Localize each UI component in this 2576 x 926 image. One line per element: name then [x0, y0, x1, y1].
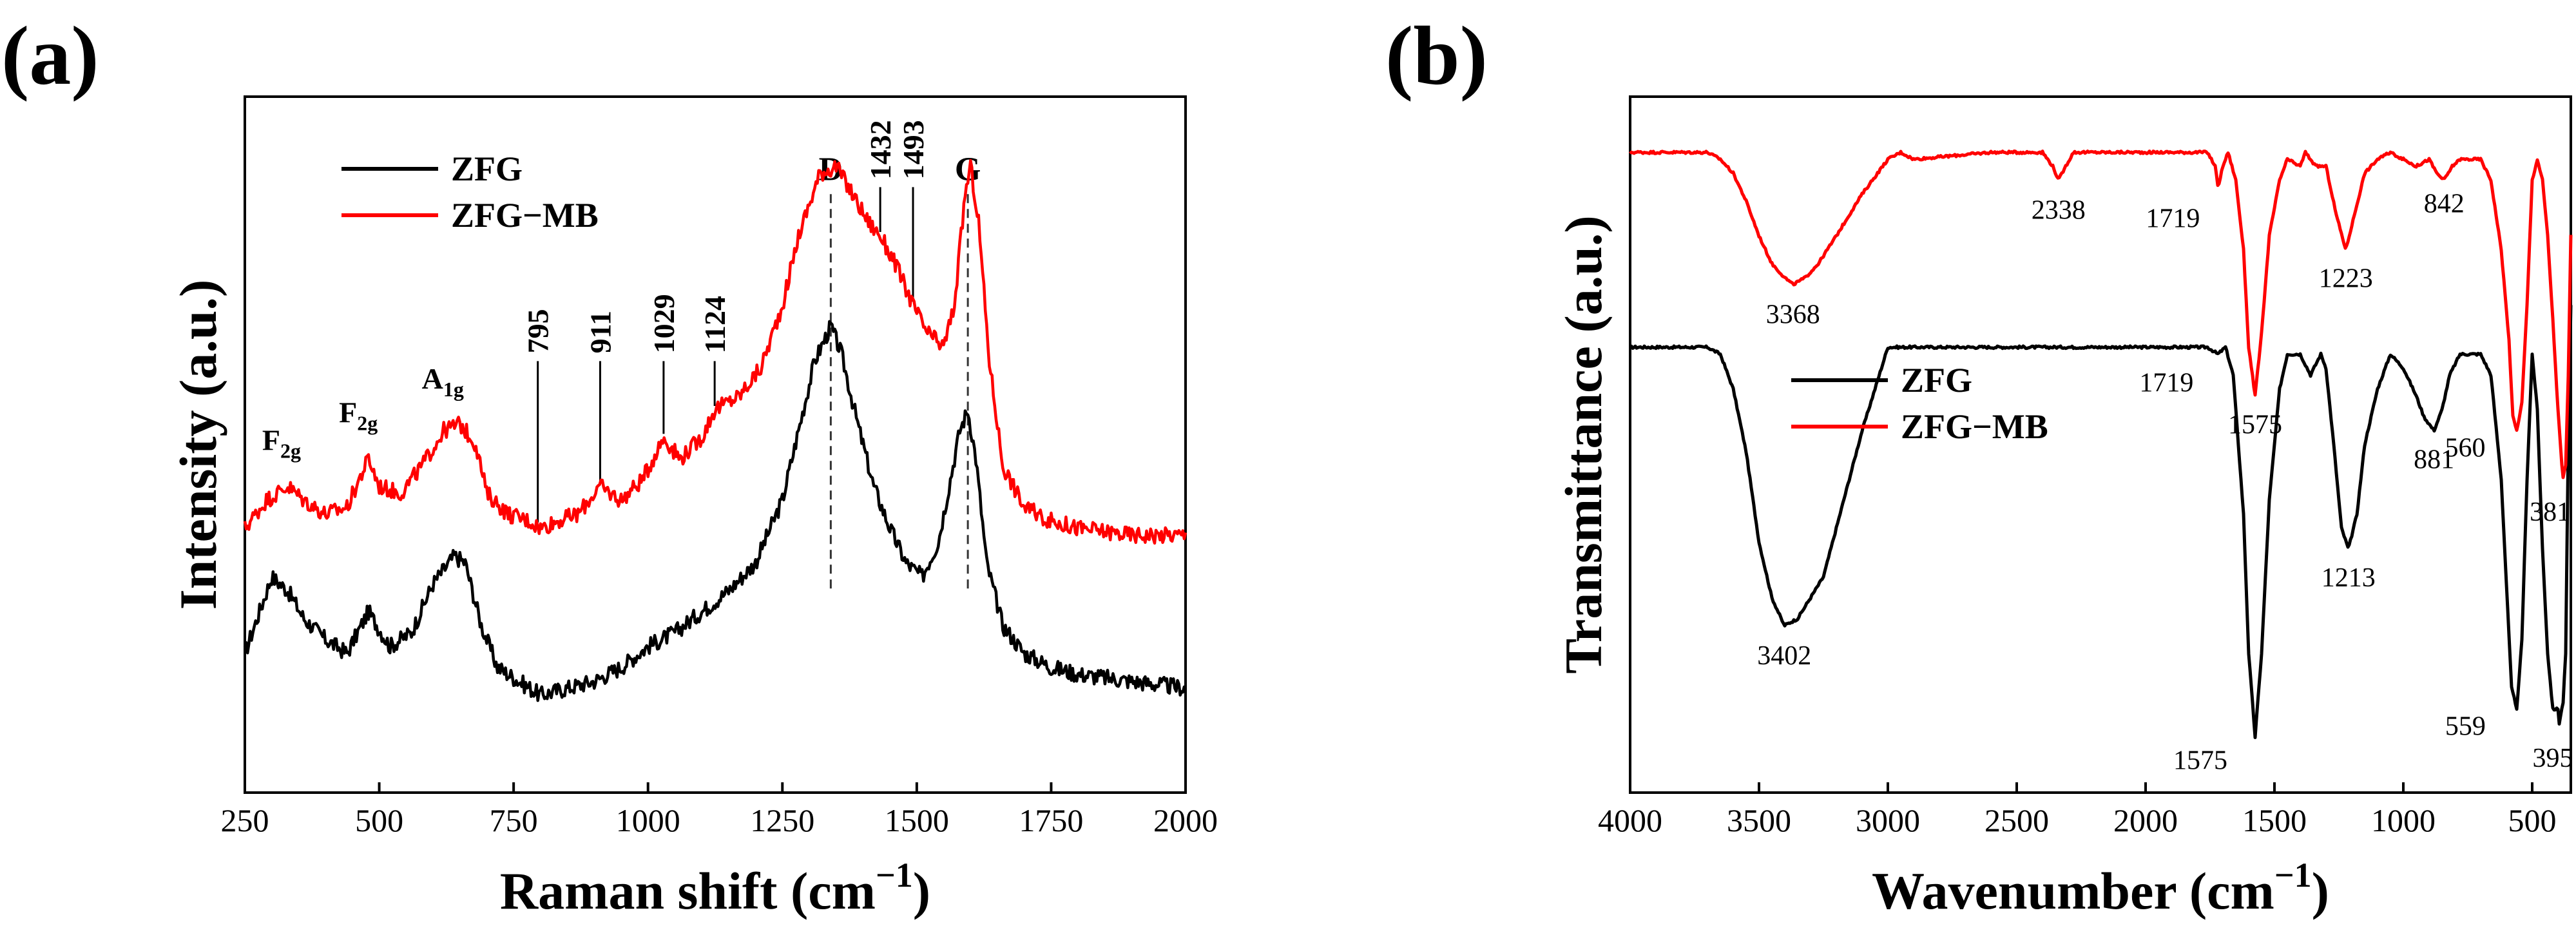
peak-marker-label: 795: [522, 309, 555, 353]
panel-a-label: (a): [1, 10, 99, 102]
ftir-peak-label: 559: [2445, 711, 2486, 741]
ftir-peak-label: 1575: [2228, 410, 2282, 439]
x-tick-label: 500: [355, 802, 403, 838]
series-line-zfg: [1629, 305, 2573, 739]
panel-a-plot-frame: [244, 95, 1187, 794]
panel-b-plot-frame: [1629, 95, 2572, 794]
ftir-peak-label: 395: [2533, 744, 2573, 773]
panel-b-x-ticks: 4000 3500 3000 2500 2000 1500 1000 500: [1598, 782, 2557, 838]
panel-b-y-axis-title: Transmittance (a.u.): [1554, 215, 1613, 673]
x-tick-label: 1000: [616, 802, 680, 838]
series-line-zfg-mb: [243, 159, 1187, 545]
peak-marker-label: 1493: [897, 120, 930, 179]
mode-label: F2g: [339, 396, 378, 434]
ftir-peak-label: 1213: [2321, 563, 2376, 593]
x-tick-label: 500: [2508, 802, 2557, 838]
panel-b-legend: ZFG ZFG−MB: [1791, 361, 2048, 446]
ftir-peak-label: 1719: [2139, 369, 2193, 398]
ftir-peak-label: 2338: [2032, 196, 2086, 226]
panel-b-label: (b): [1385, 10, 1488, 102]
x-tick-label: 1500: [2242, 802, 2307, 838]
x-tick-label: 1750: [1019, 802, 1083, 838]
panel-a-x-axis-title: Raman shift (cm−1): [500, 856, 930, 920]
panel-a-x-ticks: 250 500 750 1000 1250 1500 1750 2000: [221, 782, 1218, 838]
mode-label: A1g: [422, 362, 464, 401]
x-tick-label: 2000: [1153, 802, 1218, 838]
ftir-peak-label: 1223: [2319, 264, 2373, 294]
panel-b-x-axis-title: Wavenumber (cm−1): [1872, 856, 2329, 920]
panel-b-series: [1629, 150, 2573, 739]
x-tick-label: 750: [490, 802, 538, 838]
peak-marker-label: 1432: [864, 120, 897, 179]
series-line-zfg-mb: [1629, 150, 2573, 479]
panel-a-legend: ZFG ZFG−MB: [341, 150, 599, 235]
x-tick-label: 3500: [1727, 802, 1791, 838]
panel-a-series: [243, 159, 1187, 702]
x-tick-label: 1000: [2371, 802, 2436, 838]
ftir-peak-label: 1719: [2146, 204, 2200, 233]
x-tick-label: 2500: [1985, 802, 2049, 838]
panel-a: (a) 250 500 750 1000 1250 1500 1750 2000 F2g F2g…: [1, 10, 1218, 920]
legend-label-zfg-mb: ZFG−MB: [1901, 407, 2048, 446]
legend-label-zfg: ZFG: [451, 150, 523, 188]
x-tick-label: 2000: [2113, 802, 2178, 838]
panel-b-annotations: 3368 2338 1719 1575 1223 842 560 381 3402 1719 157…: [1757, 189, 2573, 776]
series-line-zfg: [243, 320, 1187, 702]
legend-label-zfg: ZFG: [1901, 361, 1972, 400]
peak-marker-label: 911: [584, 311, 617, 353]
ftir-peak-label: 842: [2424, 189, 2465, 219]
ftir-peak-label: 881: [2414, 445, 2454, 474]
panel-b: (b) 4000 3500 3000 2500 2000 1500 1000 500 3368…: [1385, 10, 2573, 920]
x-tick-label: 4000: [1598, 802, 1662, 838]
x-tick-label: 250: [221, 802, 269, 838]
x-tick-label: 1250: [750, 802, 814, 838]
peak-marker-label: 1124: [698, 296, 731, 353]
ftir-peak-label: 3368: [1766, 300, 1820, 330]
peak-marker-label: 1029: [648, 294, 680, 353]
ftir-peak-label: 381: [2530, 497, 2570, 527]
x-tick-label: 3000: [1856, 802, 1920, 838]
legend-label-zfg-mb: ZFG−MB: [451, 196, 599, 235]
ftir-peak-label: 560: [2445, 433, 2486, 463]
ftir-peak-label: 1575: [2173, 746, 2227, 776]
ftir-peak-label: 3402: [1757, 641, 1811, 671]
mode-label: F2g: [262, 423, 301, 462]
x-tick-label: 1500: [885, 802, 949, 838]
panel-a-y-axis-title: Intensity (a.u.): [169, 280, 227, 610]
